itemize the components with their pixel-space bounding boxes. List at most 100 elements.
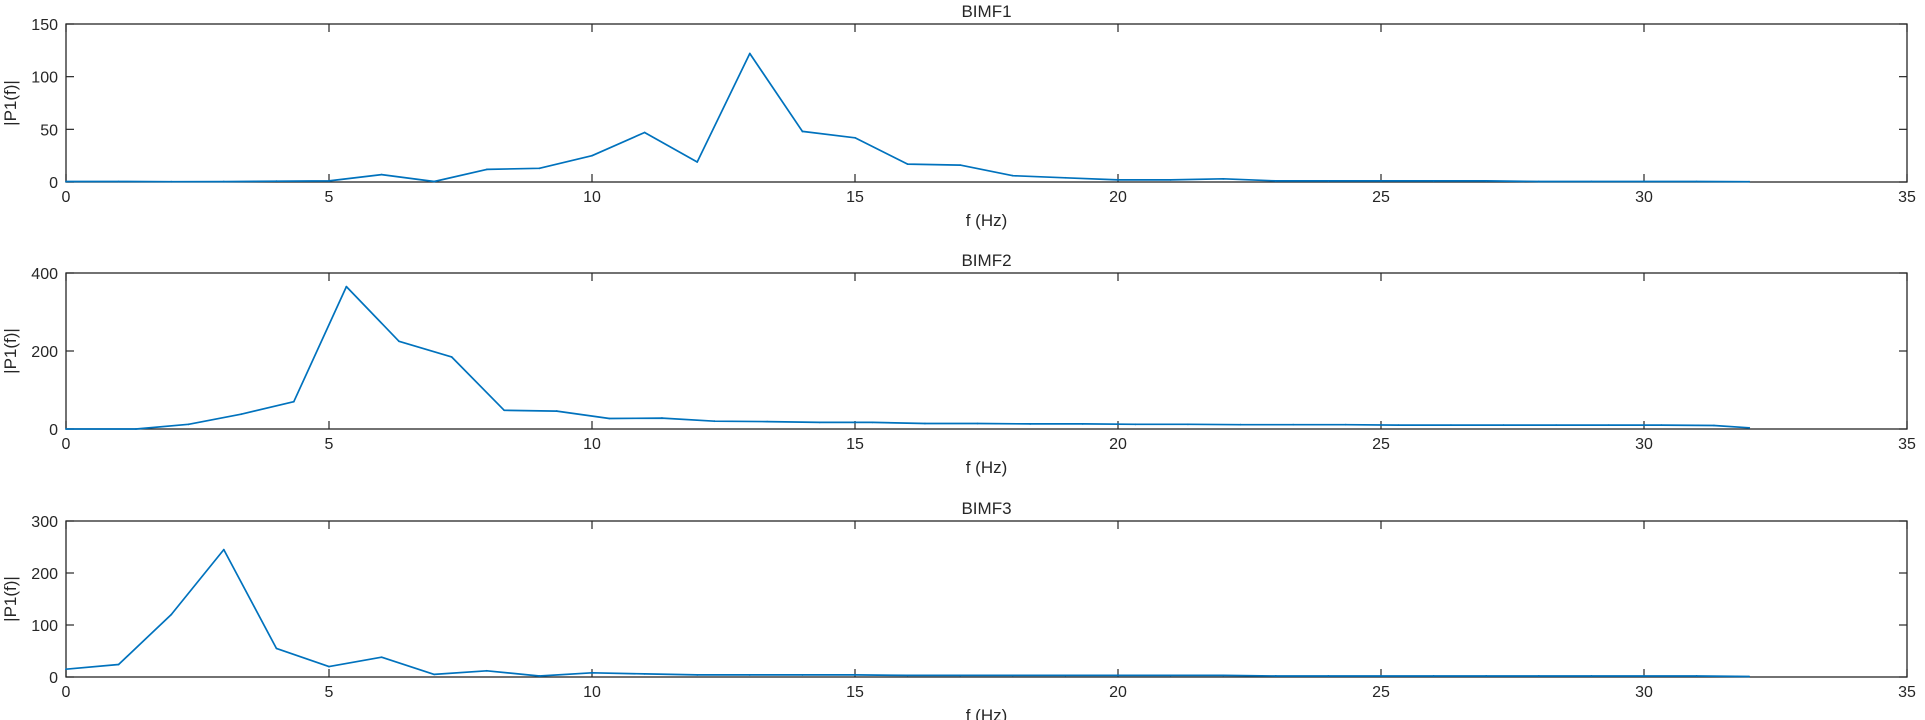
x-axis-label: f (Hz) — [966, 211, 1008, 230]
data-point — [591, 154, 593, 157]
data-point — [1327, 180, 1330, 182]
chart-title: BIMF3 — [961, 499, 1011, 518]
data-point — [380, 656, 383, 659]
data-point — [696, 161, 699, 163]
data-point — [854, 136, 856, 139]
data-point — [1748, 180, 1751, 183]
data-point — [1713, 424, 1715, 427]
data-point — [801, 674, 804, 676]
y-tick-label: 200 — [31, 344, 58, 361]
data-point — [187, 423, 190, 426]
data-point — [1222, 674, 1225, 677]
data-point — [1380, 180, 1382, 182]
y-tick-label: 150 — [31, 17, 58, 34]
data-point — [503, 409, 506, 412]
subplot-1: BIMF1 0 5 10 15 20 25 30 35 0 50 100 150 |P1(f)| f (Hz… — [1, 2, 1916, 230]
data-point — [398, 340, 400, 343]
data-point — [906, 674, 909, 677]
data-point — [1239, 423, 1242, 426]
data-point — [65, 180, 67, 183]
data-point — [1643, 675, 1645, 677]
data-point — [117, 663, 120, 666]
data-point — [538, 675, 541, 677]
data-point — [292, 400, 295, 403]
data-point — [854, 674, 856, 676]
x-tick-label: 35 — [1898, 684, 1916, 701]
x-tick-label: 25 — [1372, 189, 1390, 206]
data-point — [1643, 180, 1645, 183]
data-point — [766, 420, 769, 423]
data-point — [1590, 675, 1593, 677]
x-tick-label: 5 — [325, 189, 334, 206]
data-point — [433, 673, 436, 676]
data-point — [65, 668, 67, 671]
data-point — [275, 647, 278, 650]
data-point — [1748, 675, 1751, 678]
y-tick-label: 100 — [31, 70, 58, 87]
data-point — [1695, 675, 1698, 677]
y-tick-label: 200 — [31, 566, 58, 583]
data-point — [328, 180, 330, 182]
axes-box — [65, 23, 1908, 183]
x-tick-label: 10 — [583, 189, 601, 206]
x-tick-label: 0 — [62, 436, 71, 453]
data-point — [1011, 674, 1014, 677]
data-point — [1327, 675, 1330, 677]
subplot-2: BIMF2 0 5 10 15 20 25 30 35 0 200 400 |P1(f)| f (Hz) — [1, 251, 1916, 477]
x-tick-label: 10 — [583, 684, 601, 701]
data-point — [748, 674, 751, 676]
data-point — [1660, 424, 1663, 426]
data-point — [170, 613, 173, 616]
data-point — [643, 131, 646, 134]
data-point — [1081, 423, 1084, 425]
data-point — [1450, 424, 1452, 426]
x-tick-label: 25 — [1372, 436, 1390, 453]
data-point — [555, 410, 558, 412]
data-point — [1432, 180, 1435, 182]
x-tick-label: 30 — [1635, 436, 1653, 453]
chart-title: BIMF1 — [961, 2, 1011, 21]
x-tick-label: 35 — [1898, 436, 1916, 453]
data-point — [1748, 426, 1751, 429]
data-point — [1169, 674, 1172, 677]
y-tick-label: 0 — [49, 670, 58, 687]
y-tick-label: 0 — [49, 422, 58, 439]
data-point — [1432, 675, 1435, 677]
data-point — [713, 420, 716, 423]
data-point — [959, 164, 962, 167]
data-point — [591, 671, 593, 674]
data-point — [117, 180, 120, 183]
data-point — [1590, 180, 1593, 183]
data-point — [65, 428, 67, 430]
data-point — [1011, 174, 1014, 177]
y-tick-label: 0 — [49, 175, 58, 192]
x-tick-label: 0 — [62, 189, 71, 206]
chart-title: BIMF2 — [961, 251, 1011, 270]
data-point — [1169, 178, 1172, 181]
data-point — [450, 355, 453, 358]
data-point — [345, 285, 348, 288]
x-tick-label: 30 — [1635, 189, 1653, 206]
y-axis-label: |P1(f)| — [1, 576, 20, 622]
data-point — [1274, 180, 1277, 182]
x-tick-label: 5 — [325, 684, 334, 701]
data-point — [1134, 423, 1137, 426]
data-point — [1607, 424, 1610, 426]
data-point — [976, 422, 979, 425]
data-point — [1064, 176, 1067, 179]
x-tick-label: 35 — [1898, 189, 1916, 206]
data-point — [1695, 180, 1698, 183]
data-point — [1502, 424, 1505, 426]
subplot-3: BIMF3 0 5 10 15 20 25 30 35 0 100 200 300 |P1(f)| f (H… — [1, 499, 1916, 720]
data-point — [222, 180, 225, 183]
data-point — [433, 180, 436, 183]
y-tick-label: 100 — [31, 618, 58, 635]
x-tick-label: 15 — [846, 189, 864, 206]
x-tick-label: 25 — [1372, 684, 1390, 701]
x-axis-label: f (Hz) — [966, 706, 1008, 720]
data-point — [275, 180, 278, 183]
x-tick-label: 20 — [1109, 684, 1127, 701]
axes-box — [65, 520, 1908, 678]
data-point — [1397, 424, 1400, 426]
